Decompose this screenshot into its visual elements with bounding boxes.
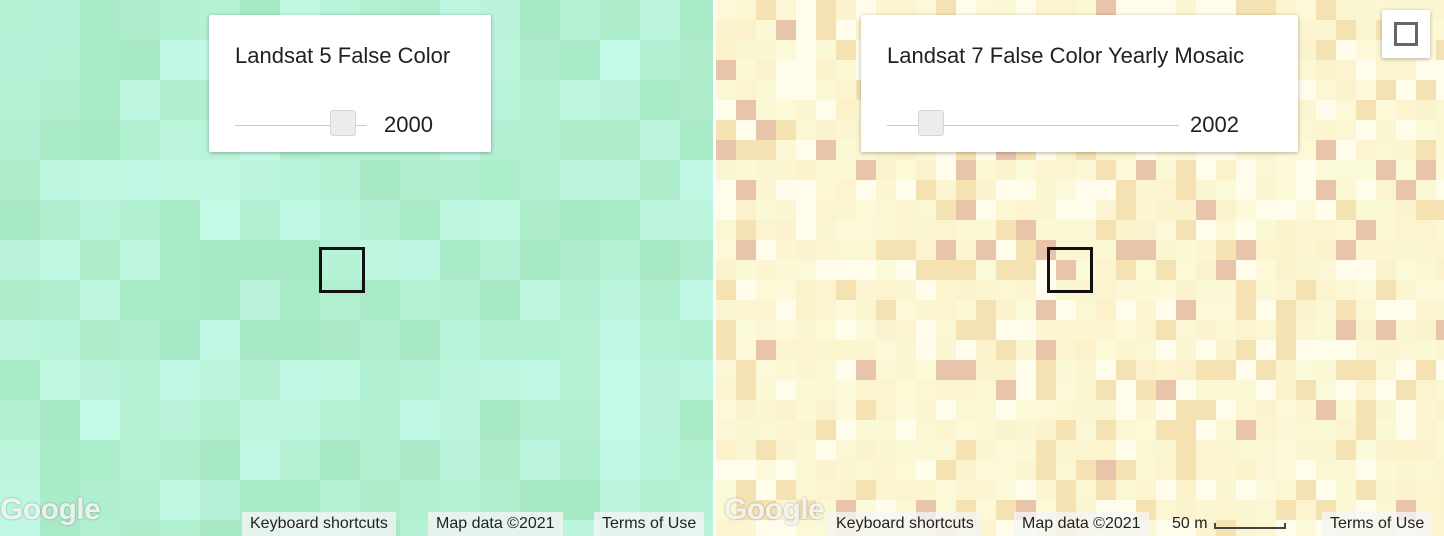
right-location-marker	[1047, 247, 1093, 293]
right-year-slider-track[interactable]	[887, 125, 1179, 126]
left-year-slider-track[interactable]	[235, 125, 367, 126]
right-layer-title: Landsat 7 False Color Yearly Mosaic	[887, 43, 1245, 68]
right-terms-link[interactable]: Terms of Use	[1322, 512, 1433, 536]
left-google-logo[interactable]: Google	[0, 493, 101, 526]
left-terms-link[interactable]: Terms of Use	[594, 512, 705, 536]
right-google-logo[interactable]: Google	[724, 493, 825, 526]
scale-indicator[interactable]: 50 m	[1164, 512, 1294, 536]
right-layer-panel: Landsat 7 False Color Yearly Mosaic 2002	[861, 15, 1298, 152]
right-keyboard-shortcuts-link[interactable]: Keyboard shortcuts	[828, 512, 982, 536]
right-map-pane[interactable]: Landsat 7 False Color Yearly Mosaic 2002…	[716, 0, 1444, 536]
right-map-data-link[interactable]: Map data ©2021	[1014, 512, 1149, 536]
right-year-slider-thumb[interactable]	[917, 110, 944, 136]
left-year-slider-thumb[interactable]	[330, 110, 357, 136]
left-year-value: 2000	[384, 112, 433, 137]
left-map-data-link[interactable]: Map data ©2021	[428, 512, 563, 536]
scale-label: 50 m	[1172, 515, 1208, 532]
left-map-pane[interactable]: Landsat 5 False Color 2000 Google Keyboa…	[0, 0, 713, 536]
left-layer-panel: Landsat 5 False Color 2000	[209, 15, 491, 152]
scale-bar	[1213, 523, 1286, 529]
fullscreen-button[interactable]	[1382, 10, 1430, 58]
right-year-value: 2002	[1190, 112, 1239, 137]
left-location-marker	[319, 247, 365, 293]
left-layer-title: Landsat 5 False Color	[235, 43, 451, 68]
split-divider[interactable]	[713, 0, 716, 536]
left-keyboard-shortcuts-link[interactable]: Keyboard shortcuts	[242, 512, 396, 536]
